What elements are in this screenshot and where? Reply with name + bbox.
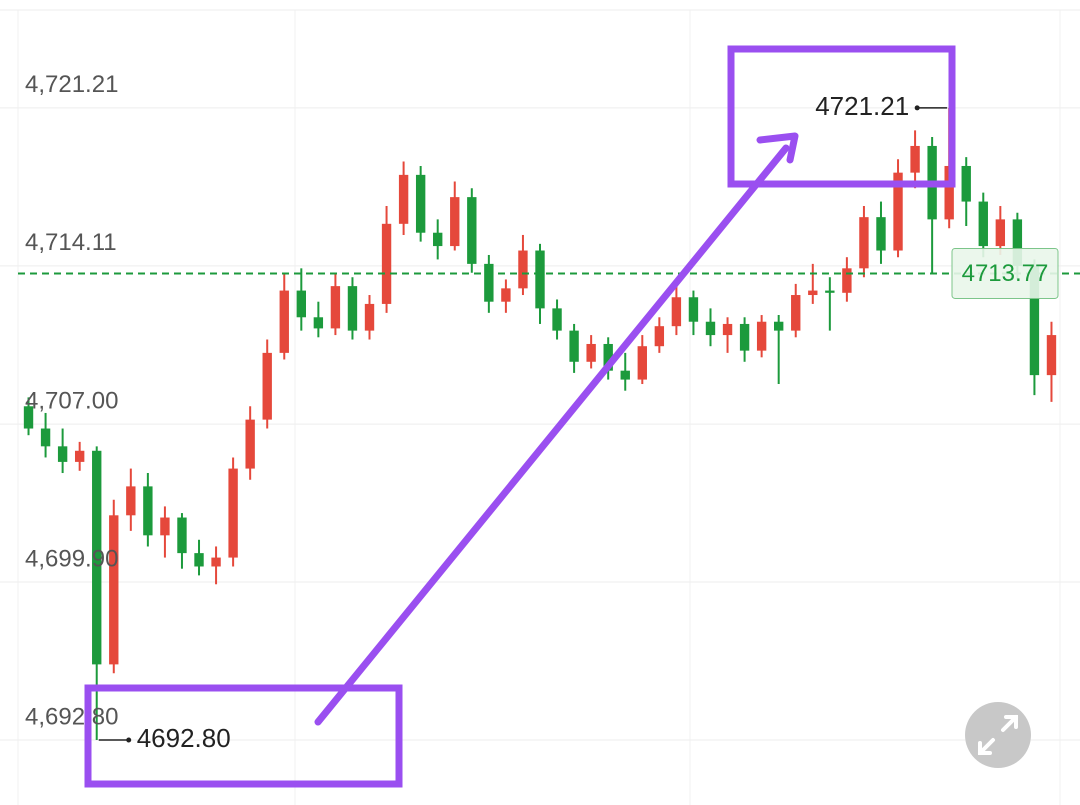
candle-body bbox=[518, 250, 528, 289]
candle-body bbox=[671, 297, 682, 327]
candle-body bbox=[586, 343, 596, 362]
candle-body bbox=[398, 174, 409, 224]
candle-body bbox=[160, 517, 170, 536]
candle-body bbox=[228, 468, 238, 558]
overlay: 4,692.80 4,699.90 4,707.00 4,714.11 4,721.21… bbox=[18, 71, 1080, 753]
candle-body bbox=[433, 232, 443, 247]
candle-body bbox=[313, 317, 324, 329]
candle-body bbox=[654, 326, 665, 347]
candle-body bbox=[177, 517, 187, 554]
y-tick-label: 4,699.90 bbox=[25, 545, 118, 572]
candle-body bbox=[774, 321, 784, 331]
candle-body bbox=[92, 450, 102, 665]
candle-body bbox=[756, 321, 767, 351]
candle-body bbox=[330, 286, 341, 329]
candle-body bbox=[109, 515, 119, 665]
candle-body bbox=[1046, 335, 1057, 376]
high-marker-label: 4721.21 bbox=[815, 91, 909, 121]
candle-body bbox=[825, 290, 835, 293]
zoom-circle[interactable] bbox=[965, 702, 1031, 768]
candle-body bbox=[944, 165, 954, 220]
candle-body bbox=[978, 201, 988, 247]
candle-body bbox=[961, 165, 971, 202]
candle-body bbox=[876, 217, 886, 251]
highlight-box bbox=[84, 684, 403, 788]
candle-body bbox=[501, 288, 511, 302]
candle-body bbox=[57, 446, 68, 462]
candle-body bbox=[859, 217, 869, 269]
candle-body bbox=[450, 197, 460, 247]
candle-body bbox=[893, 172, 903, 251]
candle-body bbox=[842, 268, 852, 293]
candle-body bbox=[364, 303, 375, 331]
candle-body bbox=[1029, 266, 1040, 376]
candle-body bbox=[569, 330, 579, 362]
low-marker-label: 4692.80 bbox=[137, 723, 231, 753]
candle-body bbox=[722, 323, 733, 336]
zoom-button[interactable] bbox=[965, 702, 1031, 768]
candle-body bbox=[245, 419, 255, 469]
arrow bbox=[314, 144, 790, 726]
candle-body bbox=[381, 223, 392, 304]
candle-body bbox=[484, 263, 494, 302]
candle-body bbox=[467, 197, 477, 264]
high-marker-dot bbox=[914, 105, 920, 111]
candle-body bbox=[739, 323, 750, 351]
candle-body bbox=[637, 346, 647, 380]
candle-body bbox=[705, 321, 716, 336]
last-price-tag bbox=[951, 247, 1059, 299]
candle-body bbox=[211, 557, 221, 567]
y-tick-label: 4,721.21 bbox=[25, 71, 118, 98]
y-tick-label: 4,714.11 bbox=[25, 229, 117, 256]
candle-body bbox=[40, 428, 51, 447]
candle-body bbox=[23, 406, 34, 429]
candle-body bbox=[194, 553, 204, 567]
zoom-icon[interactable] bbox=[978, 715, 1018, 755]
candle-body bbox=[552, 308, 562, 331]
candle-body bbox=[603, 343, 613, 371]
candles bbox=[23, 107, 1057, 741]
candle-body bbox=[791, 295, 801, 331]
candle-body bbox=[688, 297, 699, 322]
candle-body bbox=[620, 370, 630, 380]
candle-body bbox=[535, 250, 545, 309]
candle-body bbox=[143, 486, 153, 536]
y-tick-label: 4,692.80 bbox=[25, 703, 118, 730]
candle-body bbox=[296, 290, 306, 318]
candle-body bbox=[1012, 219, 1023, 267]
candle-body bbox=[910, 145, 920, 173]
low-marker-dot bbox=[126, 737, 132, 743]
candle-body bbox=[74, 450, 85, 462]
last-price-label: 4713.77 bbox=[962, 260, 1049, 287]
candle-body bbox=[262, 352, 272, 420]
candle-body bbox=[995, 219, 1006, 247]
candle-body bbox=[808, 290, 818, 296]
candle-body bbox=[415, 174, 426, 233]
candle-body bbox=[126, 486, 136, 516]
highlight-box bbox=[727, 45, 956, 188]
y-tick-label: 4,707.00 bbox=[25, 387, 118, 414]
candle-body bbox=[279, 290, 289, 353]
candle-body bbox=[347, 286, 358, 331]
arrow-head bbox=[756, 132, 799, 164]
